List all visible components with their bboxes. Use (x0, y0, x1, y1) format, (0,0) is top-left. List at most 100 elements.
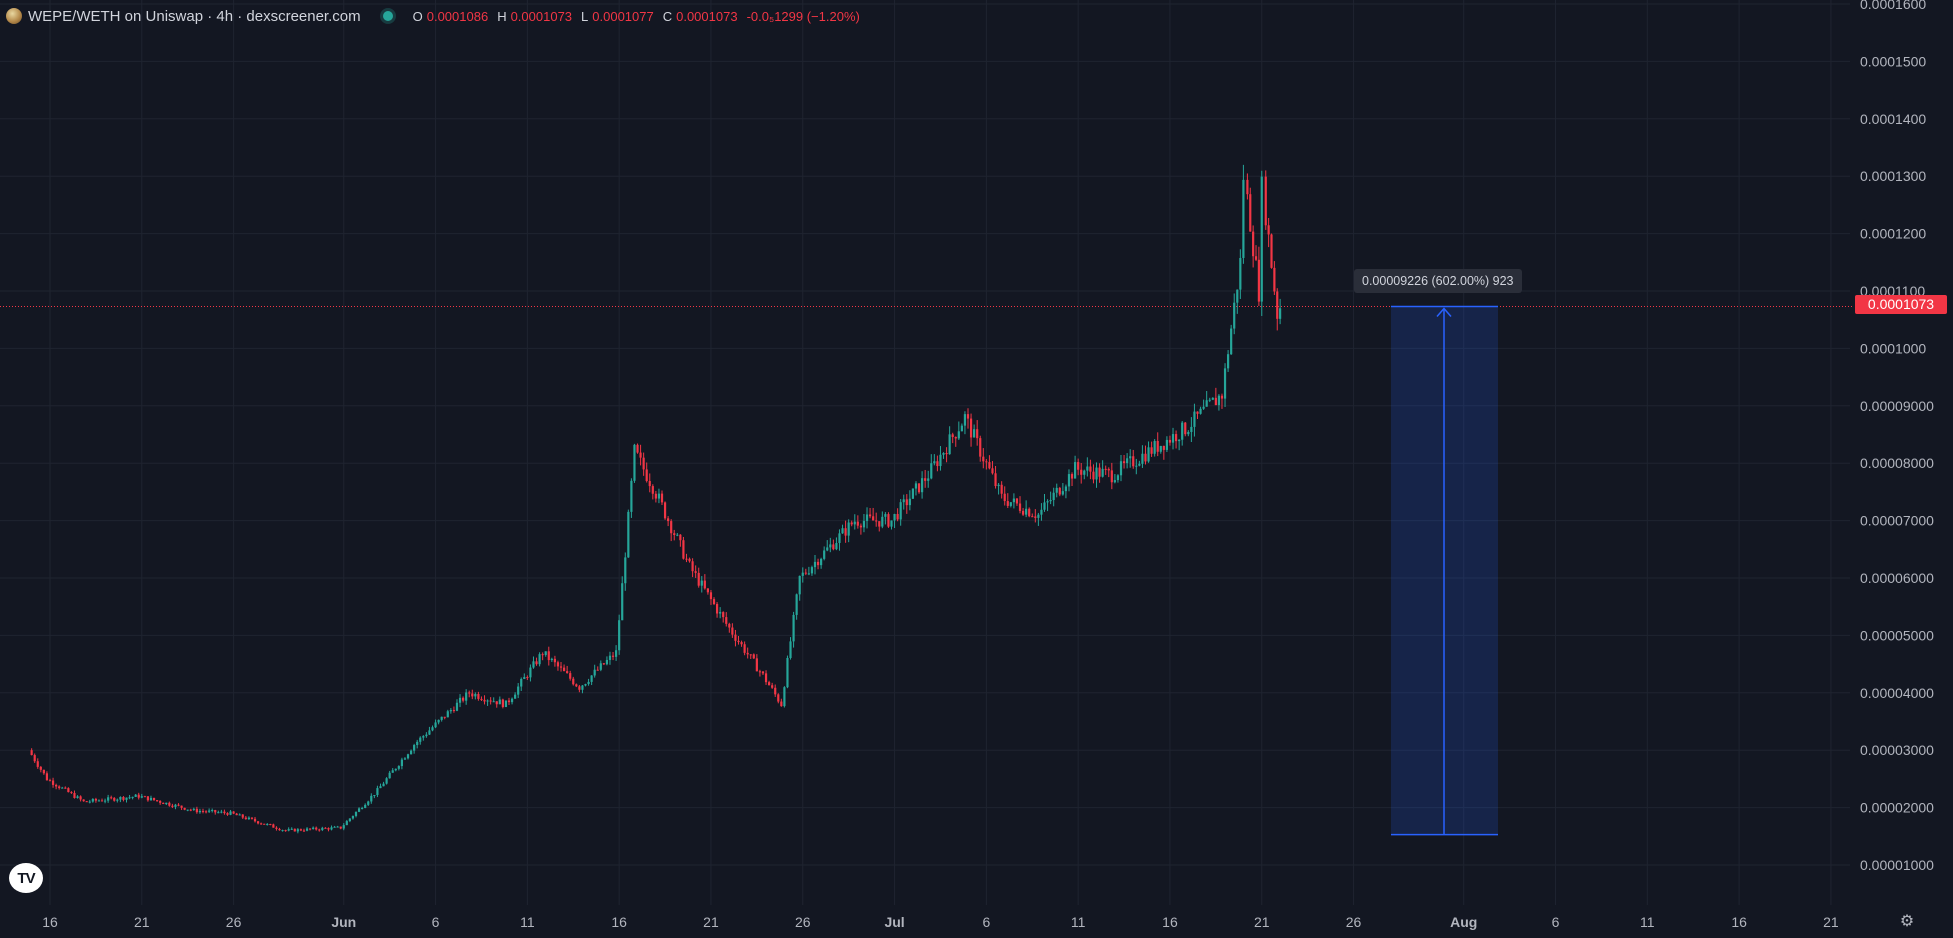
candle-body (354, 811, 358, 816)
candle-body (1067, 474, 1071, 487)
candle-body (890, 520, 893, 527)
candle-body (293, 828, 296, 832)
candle-body (514, 694, 517, 699)
candle-body (572, 678, 575, 685)
candle-body (116, 799, 119, 801)
tradingview-logo[interactable]: TV (9, 863, 43, 893)
candle-body (957, 431, 960, 439)
candle-body (569, 673, 572, 679)
candle-body (1122, 461, 1126, 464)
candle-body (357, 808, 361, 812)
candle-body (406, 754, 410, 759)
time-tick-label: 26 (795, 914, 811, 930)
price-tick-label: 0.0001400 (1860, 111, 1926, 127)
candle-body (868, 514, 872, 517)
candle-body (1190, 426, 1193, 432)
candle-body (636, 444, 639, 453)
candle-body (899, 502, 902, 520)
candle-body (48, 780, 52, 782)
candle-body (446, 711, 449, 718)
candle-body (715, 604, 719, 614)
candle-body (260, 823, 263, 825)
candle-body (1223, 368, 1227, 399)
candle-body (1028, 508, 1031, 517)
high-key: H (497, 8, 507, 24)
candle-body (143, 796, 146, 798)
candle-body (94, 798, 97, 801)
candle-body (498, 699, 501, 705)
candle-body (305, 828, 309, 831)
candle-body (731, 627, 734, 635)
candle-body (330, 827, 333, 830)
candle-body (39, 766, 42, 770)
candle-body (266, 823, 269, 825)
candle-body (801, 572, 804, 576)
time-tick-label: 21 (1254, 914, 1270, 930)
time-tick-label: 16 (42, 914, 58, 930)
candle-body (324, 827, 327, 829)
candle-body (419, 737, 422, 742)
candle-body (945, 453, 948, 455)
candle-body (113, 797, 116, 801)
candle-body (76, 796, 79, 798)
candle-body (651, 486, 654, 494)
candle-body (532, 661, 535, 668)
candle-body (351, 815, 355, 819)
candle-body (786, 657, 789, 688)
candle-body (1089, 466, 1092, 472)
candle-body (841, 528, 844, 534)
candle-body (263, 823, 266, 825)
low-key: L (581, 8, 589, 24)
candle-body (217, 812, 220, 814)
candle-body (1086, 466, 1089, 471)
candle-body (345, 821, 348, 826)
candle-body (850, 522, 853, 525)
candle-body (578, 686, 581, 690)
candle-body (1252, 231, 1255, 257)
candle-body (942, 453, 945, 455)
change-value: -0.0₅1299 (−1.20%) (746, 8, 860, 24)
candle-body (1021, 510, 1025, 515)
candle-body (455, 702, 459, 711)
candle-body (966, 414, 970, 419)
candle-body (862, 520, 866, 528)
candle-body (856, 521, 859, 526)
candle-body (1147, 447, 1150, 462)
candle-body (1205, 400, 1208, 407)
current-price-tag: 0.0001073 (1855, 295, 1947, 314)
candle-body (1061, 491, 1064, 495)
time-tick-label: Jul (884, 914, 904, 930)
candle-body (232, 811, 235, 814)
candle-body (348, 818, 351, 822)
time-tick-label: 11 (1640, 914, 1655, 930)
candle-body (1080, 469, 1083, 475)
candle-body (835, 542, 838, 550)
candle-body (409, 750, 413, 755)
candle-body (186, 809, 189, 811)
candle-body (761, 671, 765, 674)
measure-label: 0.00009226 (602.00%) 923 (1354, 269, 1522, 293)
chart-legend: WEPE/WETH on Uniswap · 4h · dexscreener.… (6, 6, 865, 26)
candle-body (152, 797, 156, 801)
candle-body (247, 817, 250, 820)
candle-body (434, 722, 437, 728)
candle-body (128, 797, 131, 799)
candle-body (884, 514, 887, 517)
candle-body (581, 685, 584, 690)
price-tick-label: 0.0001000 (1860, 340, 1926, 356)
candle-body (673, 533, 676, 535)
gear-icon[interactable]: ⚙ (1899, 913, 1915, 930)
time-axis[interactable]: 16 21 26 Jun 6 11 16 21 26 Jul 6 11 16 21 26 Aug 6 11 16 21 (42, 914, 1839, 930)
candle-body (1220, 395, 1224, 399)
candle-body (865, 514, 869, 521)
candle-body (327, 828, 330, 830)
candle-body (633, 444, 636, 481)
price-axis[interactable]: 0.0001600 0.0001500 0.0001400 0.0001300 0.00… (1860, 0, 1934, 873)
candle-body (911, 488, 915, 499)
time-tick-label: Aug (1450, 914, 1477, 930)
candle-body (875, 520, 878, 522)
price-range-measure[interactable] (1391, 305, 1498, 836)
candle-body (755, 658, 758, 672)
candle-body (973, 429, 976, 438)
